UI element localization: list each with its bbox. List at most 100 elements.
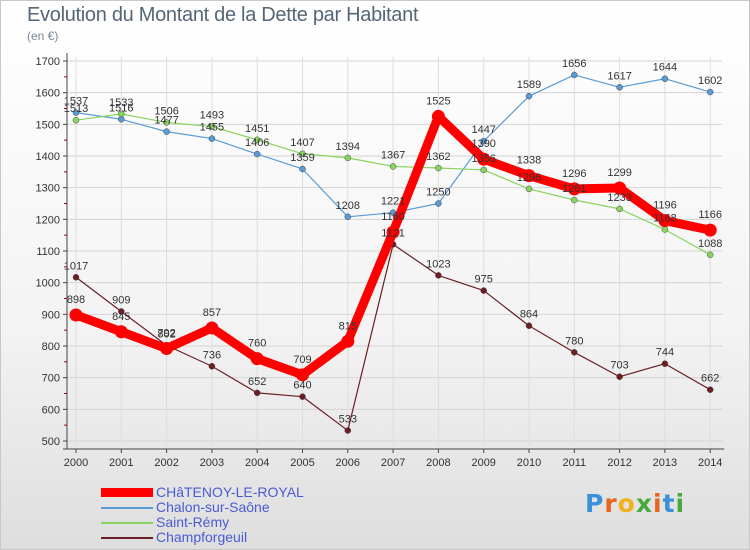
data-label: 1299: [607, 167, 631, 179]
data-point: [344, 213, 352, 221]
data-point: [571, 71, 578, 79]
y-tick-label: 1200: [36, 214, 60, 226]
data-point: [661, 75, 669, 82]
data-point: [477, 152, 491, 166]
data-label: 1447: [471, 124, 495, 136]
data-label: 1233: [607, 192, 631, 204]
y-tick-label: 1600: [36, 88, 60, 100]
data-label: 1088: [698, 238, 722, 250]
y-tick-label: 700: [42, 373, 60, 385]
data-point: [163, 128, 170, 135]
x-tick-label: 2000: [64, 457, 88, 469]
data-point: [205, 321, 219, 335]
data-point: [344, 427, 352, 434]
legend-label: Champforgeuil: [156, 529, 248, 545]
data-label: 662: [701, 373, 719, 385]
data-label: 1362: [426, 151, 450, 163]
x-tick-label: 2006: [336, 457, 360, 469]
data-point: [208, 123, 216, 130]
data-label: 1390: [471, 138, 495, 150]
data-point: [296, 368, 309, 382]
data-point: [661, 226, 669, 233]
y-tick-label: 1700: [36, 56, 60, 68]
data-label: 898: [67, 294, 85, 306]
logo-letter: i: [653, 489, 663, 518]
data-label: 640: [293, 380, 311, 392]
data-point: [72, 116, 80, 124]
data-label: 1250: [426, 187, 450, 199]
data-point: [435, 272, 442, 279]
data-point: [480, 137, 487, 145]
logo-letter: t: [662, 489, 676, 518]
data-label: 1394: [336, 141, 360, 153]
data-label: 1493: [200, 110, 224, 122]
data-label: 1356: [471, 153, 495, 165]
data-point: [480, 287, 487, 294]
data-label: 792: [157, 328, 175, 340]
x-tick-label: 2003: [200, 457, 224, 469]
data-point: [386, 225, 400, 239]
data-point: [299, 393, 306, 400]
data-point: [253, 136, 261, 144]
y-tick-label: 900: [42, 309, 60, 321]
data-label: 1196: [653, 200, 677, 212]
data-label: 1296: [517, 172, 541, 184]
x-tick-label: 2009: [471, 457, 495, 469]
axes: [63, 53, 725, 453]
x-tick-label: 2004: [245, 457, 269, 469]
legend-label: Chalon-sur-Saône: [156, 499, 270, 515]
x-tick-label: 2013: [653, 457, 677, 469]
data-label: 1296: [562, 168, 586, 180]
data-label: 1406: [245, 137, 269, 149]
y-tick-label: 1400: [36, 151, 60, 163]
data-point: [525, 92, 533, 100]
data-label: 857: [203, 307, 221, 319]
y-tick-label: 1100: [36, 246, 60, 258]
data-label: 1208: [336, 200, 360, 212]
logo-letter: x: [635, 489, 653, 518]
data-point: [118, 116, 125, 123]
data-label: 1537: [64, 96, 88, 108]
data-point: [567, 182, 581, 196]
data-point: [616, 84, 623, 91]
data-point: [118, 110, 125, 118]
data-point: [299, 165, 306, 173]
data-label: 709: [293, 354, 311, 366]
x-tick-label: 2011: [562, 457, 586, 469]
y-tick-label: 1300: [36, 183, 60, 195]
logo-letter: r: [604, 489, 618, 518]
y-tick-label: 1500: [36, 119, 60, 131]
data-label: 909: [112, 294, 130, 306]
data-point: [616, 373, 623, 380]
data-point: [706, 251, 714, 259]
data-point: [344, 154, 352, 162]
data-label: 1656: [562, 58, 586, 70]
data-label: 864: [520, 309, 538, 321]
x-tick-labels: 2000 2001 2002 2003 2004 2005 2006 2007 2008 2009…: [64, 457, 723, 469]
x-tick-label: 2005: [290, 457, 314, 469]
legend-swatch: [101, 488, 153, 497]
data-label: 703: [610, 360, 628, 372]
x-tick-label: 2008: [426, 457, 450, 469]
data-label: 1589: [517, 79, 541, 91]
y-tick-labels: 500 600 700 800 900 1000 1100 1200 1300 1400 1500 1…: [36, 56, 60, 448]
data-label: 533: [339, 414, 357, 426]
y-tick-label: 800: [42, 341, 60, 353]
logo-letter: i: [675, 489, 686, 518]
data-label: 1513: [64, 103, 88, 115]
data-point: [435, 164, 442, 172]
data-point: [208, 135, 216, 142]
data-label: 1023: [426, 258, 450, 270]
legend-swatch: [101, 522, 153, 524]
legend-label: Saint-Rémy: [156, 514, 230, 530]
data-point: [658, 214, 672, 228]
data-label: 802: [157, 328, 175, 340]
y-tick-label: 500: [42, 436, 60, 448]
chart-title: Evolution du Montant de la Dette par Hab…: [27, 4, 419, 26]
data-point: [118, 308, 125, 315]
data-point: [706, 88, 714, 96]
data-point: [661, 360, 669, 367]
data-point: [160, 342, 174, 356]
data-point: [616, 205, 623, 213]
